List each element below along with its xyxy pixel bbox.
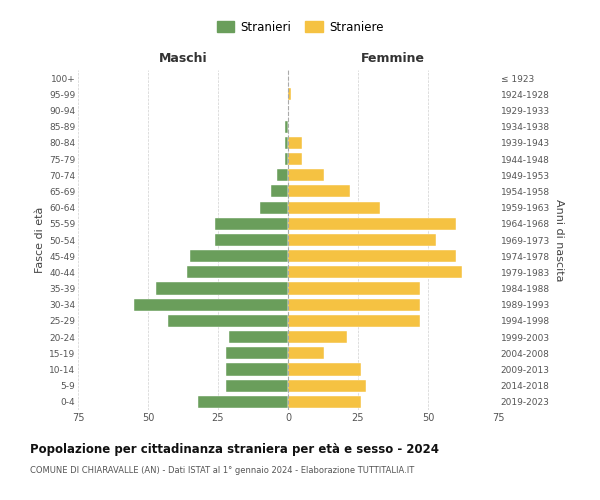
Y-axis label: Anni di nascita: Anni di nascita (554, 198, 564, 281)
Bar (288, 186, 350, 198)
Text: COMUNE DI CHIARAVALLE (AN) - Dati ISTAT al 1° gennaio 2024 - Elaborazione TUTTIT: COMUNE DI CHIARAVALLE (AN) - Dati ISTAT … (30, 466, 414, 475)
Bar (134, 298, 288, 311)
Text: Femmine: Femmine (361, 52, 425, 65)
Bar (288, 298, 419, 311)
Bar (288, 137, 302, 149)
Bar (288, 282, 419, 294)
Bar (288, 396, 361, 408)
Bar (288, 169, 325, 181)
Bar (271, 186, 288, 198)
Bar (226, 380, 288, 392)
Bar (288, 88, 291, 101)
Text: Popolazione per cittadinanza straniera per età e sesso - 2024: Popolazione per cittadinanza straniera p… (30, 442, 439, 456)
Bar (260, 202, 288, 213)
Bar (288, 153, 302, 165)
Bar (288, 380, 367, 392)
Bar (199, 396, 288, 408)
Bar (288, 315, 419, 327)
Bar (285, 120, 288, 132)
Bar (229, 331, 288, 343)
Bar (288, 364, 361, 376)
Bar (215, 234, 288, 246)
Bar (288, 348, 325, 360)
Bar (226, 348, 288, 360)
Bar (285, 137, 288, 149)
Bar (190, 250, 288, 262)
Bar (226, 364, 288, 376)
Bar (215, 218, 288, 230)
Bar (157, 282, 288, 294)
Bar (167, 315, 288, 327)
Bar (285, 153, 288, 165)
Bar (288, 234, 436, 246)
Y-axis label: Fasce di età: Fasce di età (35, 207, 45, 273)
Legend: Stranieri, Straniere: Stranieri, Straniere (212, 16, 388, 38)
Bar (288, 202, 380, 213)
Bar (288, 331, 347, 343)
Bar (187, 266, 288, 278)
Bar (288, 218, 456, 230)
Text: Maschi: Maschi (158, 52, 208, 65)
Bar (288, 250, 456, 262)
Bar (277, 169, 288, 181)
Bar (288, 266, 461, 278)
